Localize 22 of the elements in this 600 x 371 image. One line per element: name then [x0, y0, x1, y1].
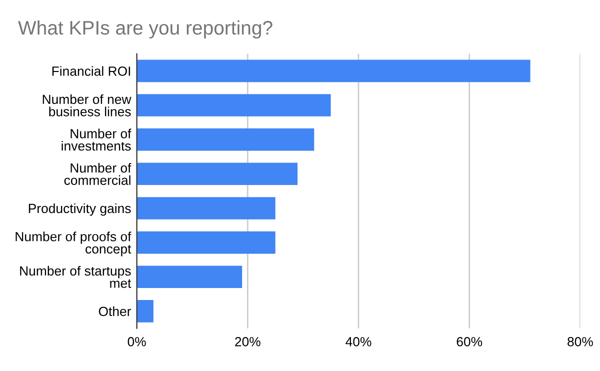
y-tick-label: Number of startups met — [20, 266, 132, 288]
y-tick-label: Financial ROI — [52, 66, 130, 76]
x-tick-label: 20% — [235, 337, 260, 346]
bar — [136, 266, 242, 288]
y-tick-label: Other — [98, 306, 132, 316]
bar — [136, 162, 298, 186]
y-tick-label: Number of commercial — [64, 162, 132, 185]
bar — [136, 300, 154, 322]
bar — [136, 231, 276, 254]
bar — [136, 128, 314, 151]
x-tick-label: 80% — [568, 337, 593, 346]
y-tick-label: Number of investments — [62, 128, 132, 151]
bar — [136, 197, 276, 220]
bar — [136, 94, 331, 116]
x-tick-label: 60% — [456, 337, 482, 346]
x-tick-label: 0% — [128, 337, 146, 346]
chart-title: What KPIs are you reporting? — [18, 20, 272, 39]
y-tick-label: Number of new business lines — [42, 94, 132, 116]
y-tick-label: Number of proofs of concept — [16, 232, 132, 256]
x-tick-label: 40% — [346, 337, 372, 346]
bar — [136, 60, 530, 82]
y-tick-label: Productivity gains — [28, 203, 131, 216]
